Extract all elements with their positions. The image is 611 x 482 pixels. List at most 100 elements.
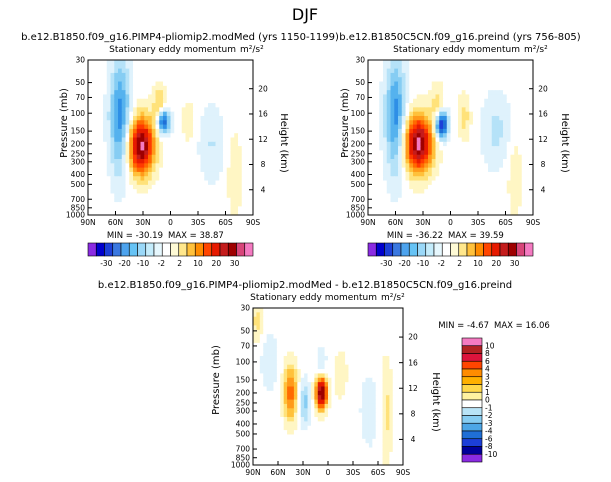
heatmap-cell — [307, 403, 312, 409]
heatmap-cell — [510, 193, 515, 199]
heatmap-cell — [95, 77, 100, 83]
heatmap-cell — [529, 133, 534, 139]
heatmap-cell — [174, 77, 179, 83]
heatmap-cell — [196, 141, 202, 147]
heatmap-cell — [392, 329, 397, 335]
heatmap-cell — [355, 312, 360, 318]
heatmap-cell — [155, 146, 160, 152]
heatmap-cell — [238, 150, 243, 156]
heatmap-cell — [324, 451, 329, 457]
heatmap-cell — [95, 163, 100, 169]
heatmap-cell — [394, 159, 399, 164]
heatmap-cell — [390, 107, 395, 113]
heatmap-cell — [259, 308, 264, 313]
heatmap-cell — [211, 103, 217, 108]
heatmap-cell — [170, 111, 175, 117]
heatmap-cell — [405, 111, 410, 117]
heatmap-cell — [256, 377, 261, 383]
heatmap-cell — [525, 167, 530, 173]
x-tick-label: 60N — [270, 468, 285, 477]
heatmap-cell — [365, 425, 370, 431]
heatmap-cell — [409, 103, 414, 108]
heatmap-cell — [529, 202, 534, 207]
heatmap-cell — [300, 434, 305, 440]
heatmap-cell — [230, 141, 235, 147]
heatmap-cell — [461, 103, 467, 108]
heatmap-cell — [110, 197, 115, 203]
heatmap-cell — [230, 176, 235, 182]
heatmap-cell — [338, 447, 343, 453]
heatmap-cell — [446, 202, 452, 207]
heatmap-cell — [409, 189, 414, 195]
heatmap-cell — [166, 137, 172, 143]
heatmap-cell — [276, 334, 281, 340]
heatmap-cell — [379, 373, 384, 379]
heatmap-cell — [155, 124, 160, 130]
heatmap-cell — [125, 184, 130, 190]
heatmap-cell — [230, 189, 235, 195]
heatmap-cell — [461, 98, 467, 104]
heatmap-cell — [125, 107, 130, 113]
heatmap-cell — [238, 90, 243, 96]
heatmap-cell — [174, 103, 179, 108]
heatmap-cell — [223, 137, 228, 143]
heatmap-cell — [454, 120, 459, 126]
heatmap-cell — [439, 171, 444, 177]
heatmap-cell — [499, 154, 504, 160]
heatmap-cell — [338, 373, 343, 379]
heatmap-cell — [416, 77, 422, 83]
heatmap-cell — [148, 77, 153, 83]
heatmap-cell — [140, 103, 145, 108]
heatmap-cell — [215, 124, 220, 130]
heatmap-cell — [355, 451, 360, 457]
heatmap-cell — [163, 171, 168, 177]
heatmap-cell — [300, 451, 305, 457]
heatmap-cell — [166, 115, 172, 121]
heatmap-cell — [450, 184, 455, 190]
heatmap-cell — [389, 399, 394, 405]
heatmap-cell — [324, 329, 329, 335]
heatmap-cell — [506, 85, 512, 91]
heatmap-cell — [473, 210, 478, 216]
heatmap-cell — [230, 171, 235, 177]
heatmap-cell — [155, 133, 160, 139]
heatmap-cell — [189, 150, 194, 156]
heatmap-cell — [266, 460, 271, 466]
heatmap-cell — [300, 456, 305, 462]
heatmap-cell — [405, 120, 410, 126]
heatmap-cell — [328, 338, 333, 344]
heatmap-cell — [95, 90, 100, 96]
heatmap-cell — [144, 98, 149, 104]
heatmap-cell — [345, 369, 350, 375]
heatmap-cell — [276, 329, 281, 335]
heatmap-cell — [341, 408, 346, 414]
heatmap-cell — [518, 120, 523, 126]
heatmap-cell — [439, 184, 444, 190]
heatmap-cell — [345, 308, 350, 313]
heatmap-cell — [355, 377, 360, 383]
heatmap-cell — [170, 115, 175, 121]
heatmap-cell — [304, 386, 309, 392]
heatmap-cell — [106, 176, 112, 182]
heatmap-cell — [181, 206, 187, 212]
heatmap-cell — [106, 167, 112, 173]
heatmap-cell — [189, 94, 194, 100]
heatmap-cell — [375, 338, 380, 344]
heatmap-cell — [136, 154, 142, 160]
y-tick-label: 850 — [351, 203, 366, 212]
heatmap-cell — [514, 111, 519, 117]
heatmap-cell — [371, 64, 377, 70]
heatmap-cell — [300, 338, 305, 344]
heatmap-cell — [518, 72, 523, 78]
heatmap-cell — [223, 64, 228, 70]
heatmap-cell — [273, 460, 278, 466]
heatmap-cell — [283, 355, 288, 361]
heatmap-cell — [283, 434, 288, 440]
heatmap-cell — [383, 124, 388, 130]
heatmap-cell — [110, 107, 115, 113]
heatmap-cell — [331, 308, 336, 313]
heatmap-cell — [300, 312, 305, 318]
heatmap-cell — [133, 81, 138, 87]
heatmap-cell — [382, 321, 387, 327]
heatmap-cell — [226, 68, 232, 74]
